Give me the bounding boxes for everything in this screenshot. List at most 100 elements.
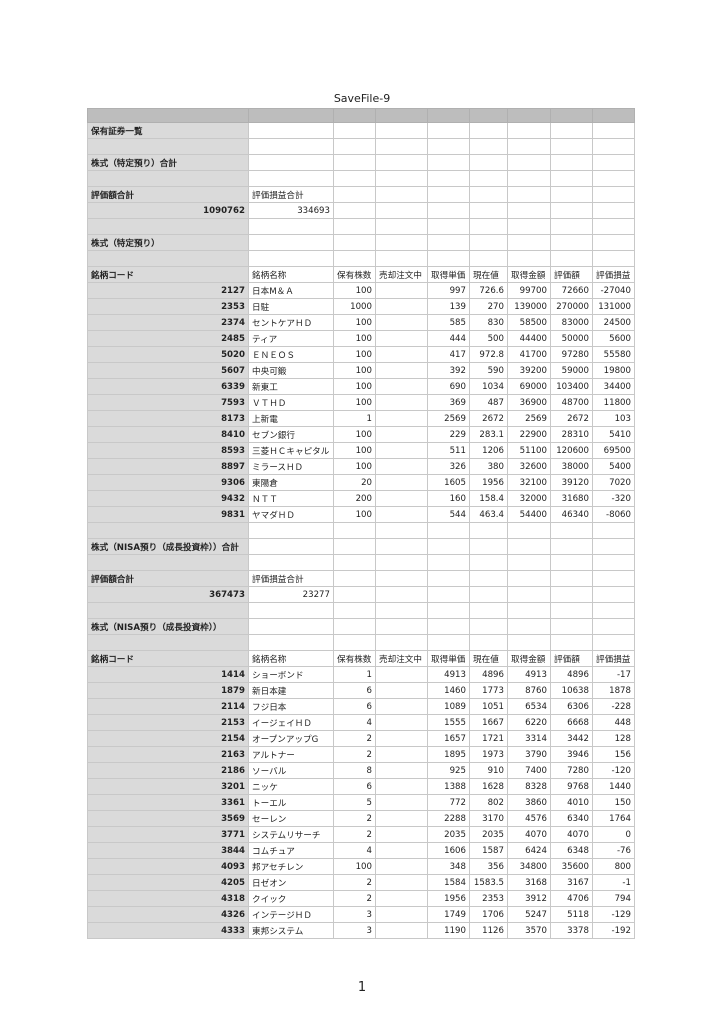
shares: 1: [333, 666, 376, 683]
pending-sell: [375, 842, 428, 859]
current-price: 1206: [469, 442, 508, 459]
section-label: 株式（特定預り）: [87, 234, 249, 251]
cell: [550, 170, 593, 187]
unit-cost: 1190: [427, 922, 470, 939]
cost-amount: 4070: [507, 826, 551, 843]
shares: 4: [333, 842, 376, 859]
current-price: 1956: [469, 474, 508, 491]
shares: 6: [333, 682, 376, 699]
cell: [550, 154, 593, 171]
sheet-row: [87, 250, 635, 267]
unit-cost: 1584: [427, 874, 470, 891]
shares: 2: [333, 730, 376, 747]
stock-code: 4318: [87, 890, 249, 907]
cell: [248, 634, 334, 651]
stock-name: ヤマダＨＤ: [248, 506, 334, 523]
cell: [507, 218, 551, 235]
sheet-row: 367473 23277: [87, 586, 635, 603]
current-price: 1973: [469, 746, 508, 763]
cell: [87, 138, 249, 155]
pending-sell: [375, 682, 428, 699]
cost-amount: 8328: [507, 778, 551, 795]
cell: [550, 634, 593, 651]
current-price: 1583.5: [469, 874, 508, 891]
cost-amount: 4913: [507, 666, 551, 683]
stock-code: 6339: [87, 378, 249, 395]
stock-code: 3201: [87, 778, 249, 795]
cell: [550, 218, 593, 235]
pending-sell: [375, 698, 428, 715]
table-row: 3201 ニッケ 6 1388 1628 8328 9768 1440: [87, 778, 635, 795]
shares: 5: [333, 794, 376, 811]
cell: [333, 618, 376, 635]
unrealized-pl: 5400: [592, 458, 635, 475]
shares: 100: [333, 346, 376, 363]
pending-sell: [375, 490, 428, 507]
pending-sell: [375, 922, 428, 939]
cell: [375, 634, 428, 651]
stock-name: 日駐: [248, 298, 334, 315]
stock-code: 1414: [87, 666, 249, 683]
cell: [427, 122, 470, 139]
pl-total-label: 評価損益合計: [248, 570, 334, 587]
table-row: 8593 三菱ＨＣキャピタル 100 511 1206 51100 120600 69500: [87, 442, 635, 459]
unit-cost: 2035: [427, 826, 470, 843]
stock-name: 東邦システム: [248, 922, 334, 939]
current-price: 590: [469, 362, 508, 379]
column-header: 評価額: [550, 266, 593, 283]
cell: [507, 122, 551, 139]
current-price: 356: [469, 858, 508, 875]
unit-cost: 1555: [427, 714, 470, 731]
stock-code: 3844: [87, 842, 249, 859]
cell: [469, 618, 508, 635]
pending-sell: [375, 906, 428, 923]
cell: [507, 554, 551, 571]
cell: [469, 250, 508, 267]
header-band: [87, 108, 635, 123]
unrealized-pl: -1: [592, 874, 635, 891]
cell: [469, 538, 508, 555]
stock-code: 2374: [87, 314, 249, 331]
cost-amount: 54400: [507, 506, 551, 523]
current-price: 463.4: [469, 506, 508, 523]
market-value: 10638: [550, 682, 593, 699]
market-value: 3167: [550, 874, 593, 891]
cell: [375, 602, 428, 619]
table-row: 3771 システムリサーチ 2 2035 2035 4070 4070 0: [87, 826, 635, 843]
stock-name: 邦アセチレン: [248, 858, 334, 875]
cell: [592, 234, 635, 251]
stock-name: オープンアップG: [248, 730, 334, 747]
pending-sell: [375, 746, 428, 763]
cell: [592, 634, 635, 651]
cell: [333, 154, 376, 171]
cost-amount: 36900: [507, 394, 551, 411]
stock-code: 2114: [87, 698, 249, 715]
cell: [469, 570, 508, 587]
unit-cost: 925: [427, 762, 470, 779]
sheet-row: 株式（特定預り）合計: [87, 154, 635, 171]
unit-cost: 997: [427, 282, 470, 299]
cell: [550, 202, 593, 219]
shares: 1: [333, 410, 376, 427]
table-row: 2163 アルトナー 2 1895 1973 3790 3946 156: [87, 746, 635, 763]
unrealized-pl: 0: [592, 826, 635, 843]
cell: [248, 602, 334, 619]
pending-sell: [375, 442, 428, 459]
market-value: 28310: [550, 426, 593, 443]
sheet-row: 評価額合計 評価損益合計: [87, 570, 635, 587]
stock-name: トーエル: [248, 794, 334, 811]
cell: [375, 522, 428, 539]
unrealized-pl: 156: [592, 746, 635, 763]
shares: 20: [333, 474, 376, 491]
cell: [87, 218, 249, 235]
cost-amount: 32000: [507, 490, 551, 507]
cell: [87, 634, 249, 651]
stock-code: 4333: [87, 922, 249, 939]
pending-sell: [375, 474, 428, 491]
stock-code: 3361: [87, 794, 249, 811]
cell: [550, 250, 593, 267]
market-value: 31680: [550, 490, 593, 507]
unit-cost: 326: [427, 458, 470, 475]
current-price: 500: [469, 330, 508, 347]
stock-name: ショーボンド: [248, 666, 334, 683]
